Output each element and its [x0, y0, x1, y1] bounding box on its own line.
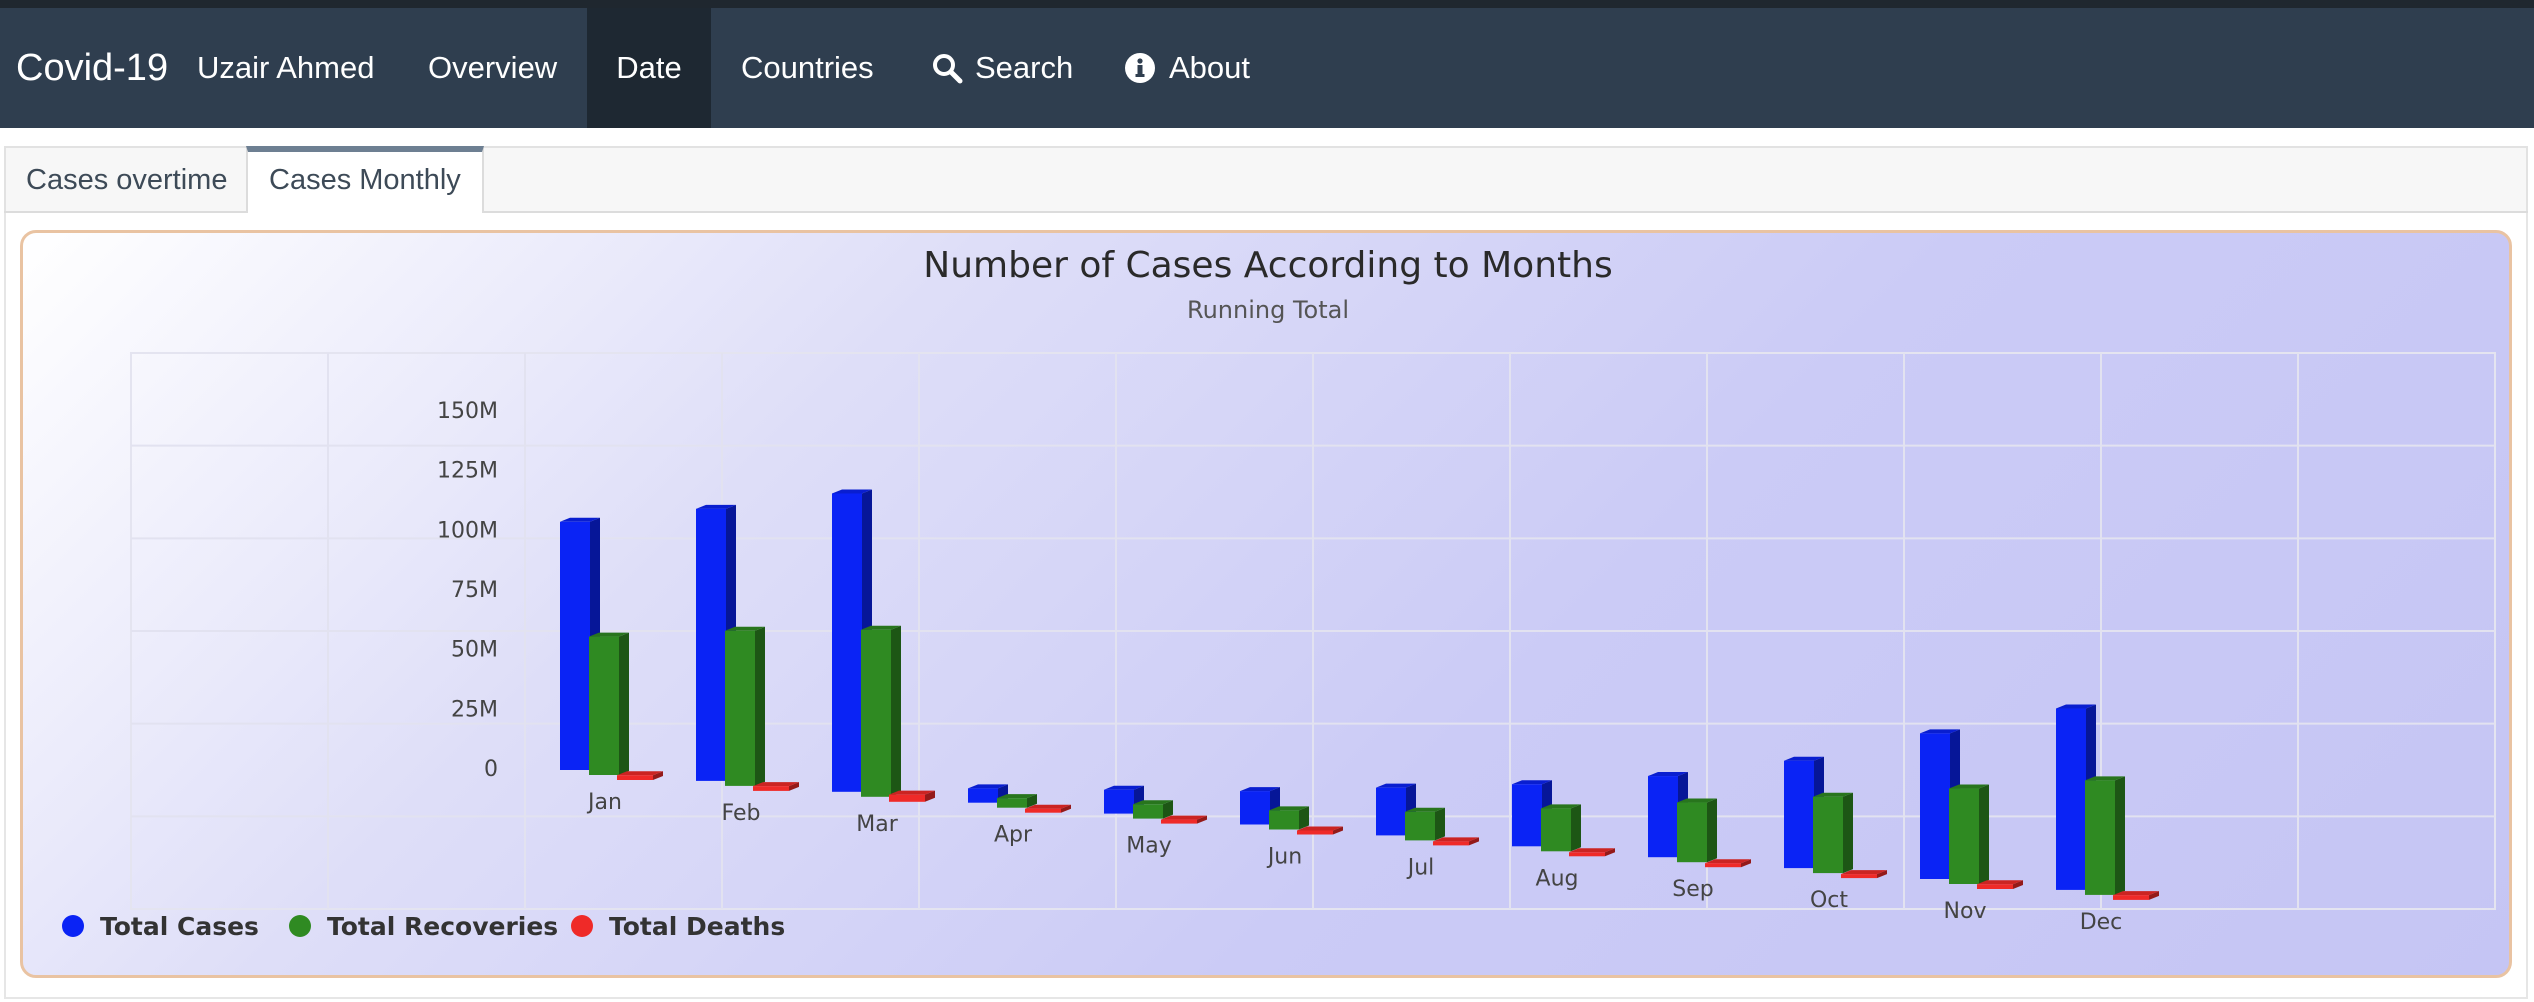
x-tick-label: Apr	[994, 823, 1033, 848]
monthly-cases-chart: Number of Cases According to Months Runn…	[62, 245, 2496, 941]
brand-logo[interactable]: Covid-19	[16, 47, 169, 89]
bar-total-deaths[interactable]	[1161, 815, 1207, 824]
x-tick-label: Mar	[856, 812, 898, 837]
x-tick-label: Feb	[722, 801, 761, 826]
x-tick-label: Oct	[1810, 888, 1848, 913]
tab-content-panel	[4, 213, 2528, 999]
tab-cases-monthly[interactable]: Cases Monthly	[246, 146, 484, 213]
legend-label: Total Cases	[100, 912, 259, 941]
y-tick-label: 75M	[451, 578, 498, 603]
y-tick-label: 125M	[437, 459, 498, 484]
x-tick-label: Jul	[1406, 855, 1435, 880]
y-tick-label: 0	[484, 757, 498, 782]
window-top-strip	[0, 0, 2534, 8]
bar-total-recoveries[interactable]	[861, 625, 901, 797]
bar-total-deaths[interactable]	[1569, 848, 1615, 857]
navbar: Covid-19 Uzair Ahmed Overview Date Count…	[0, 8, 2534, 128]
chart-legend[interactable]: Total Cases Total Recoveries Total Deaths	[62, 912, 785, 941]
bar-total-recoveries[interactable]	[725, 626, 765, 786]
legend-marker	[289, 915, 311, 937]
bar-total-deaths[interactable]	[617, 771, 663, 780]
y-axis-ticks: 0 25M 50M 75M 100M 125M 150M	[437, 399, 498, 782]
legend-item-total-deaths[interactable]: Total Deaths	[571, 912, 785, 941]
chart-title: Number of Cases According to Months	[923, 245, 1612, 286]
tab-cases-overtime[interactable]: Cases overtime	[26, 164, 228, 196]
x-axis-labels: Jan Feb Mar Apr May Jun Jul Aug Sep Oct Nov Dec	[586, 790, 2122, 935]
legend-item-total-recoveries[interactable]: Total Recoveries	[289, 912, 558, 941]
x-tick-label: May	[1126, 834, 1171, 859]
bar-total-deaths[interactable]	[2113, 891, 2159, 900]
x-tick-label: Jan	[586, 790, 622, 815]
legend-label: Total Deaths	[609, 912, 785, 941]
y-tick-label: 50M	[451, 638, 498, 663]
x-tick-label: Jun	[1266, 845, 1302, 870]
bar-total-recoveries[interactable]	[997, 794, 1037, 808]
bar-total-deaths[interactable]	[753, 782, 799, 791]
legend-marker	[62, 915, 84, 937]
x-tick-label: Nov	[1944, 899, 1987, 924]
y-tick-label: 25M	[451, 697, 498, 722]
bar-total-recoveries[interactable]	[1813, 792, 1853, 874]
nav-search[interactable]: Search	[975, 50, 1074, 85]
y-tick-label: 150M	[437, 399, 498, 424]
x-tick-label: Sep	[1672, 877, 1713, 902]
y-tick-label: 100M	[437, 518, 498, 543]
bar-total-recoveries[interactable]	[1269, 806, 1309, 830]
tab-bar-divider	[4, 211, 2528, 213]
chart-subtitle: Running Total	[1187, 296, 1349, 324]
bar-total-deaths[interactable]	[889, 790, 935, 802]
search-icon[interactable]	[931, 8, 963, 128]
bar-total-recoveries[interactable]	[1405, 807, 1445, 841]
chart-container: Number of Cases According to Months Runn…	[20, 230, 2512, 978]
bar-total-deaths[interactable]	[1433, 837, 1479, 846]
nav-date[interactable]: Date	[587, 8, 711, 128]
nav-overview[interactable]: Overview	[428, 50, 558, 85]
bar-total-deaths[interactable]	[1841, 870, 1887, 879]
nav-about[interactable]: About	[1169, 50, 1251, 85]
bar-total-recoveries[interactable]	[589, 632, 629, 775]
legend-marker	[571, 915, 593, 937]
bar-total-recoveries[interactable]	[1133, 800, 1173, 819]
legend-item-total-cases[interactable]: Total Cases	[62, 912, 259, 941]
bar-total-recoveries[interactable]	[1677, 798, 1717, 863]
legend-label: Total Recoveries	[327, 912, 558, 941]
chart-grid	[130, 352, 2496, 910]
info-icon[interactable]	[1124, 8, 1156, 128]
bar-total-deaths[interactable]	[1297, 826, 1343, 835]
bar-total-recoveries[interactable]	[1949, 784, 1989, 884]
x-tick-label: Dec	[2080, 910, 2123, 935]
nav-countries[interactable]: Countries	[741, 50, 874, 85]
bar-total-recoveries[interactable]	[2085, 776, 2125, 895]
bar-total-deaths[interactable]	[1025, 804, 1071, 813]
bar-total-recoveries[interactable]	[1541, 804, 1581, 852]
chart-bars	[560, 489, 2159, 900]
nav-user-name[interactable]: Uzair Ahmed	[197, 50, 375, 85]
bar-total-deaths[interactable]	[1705, 859, 1751, 868]
bar-total-deaths[interactable]	[1977, 880, 2023, 889]
x-tick-label: Aug	[1536, 866, 1579, 891]
